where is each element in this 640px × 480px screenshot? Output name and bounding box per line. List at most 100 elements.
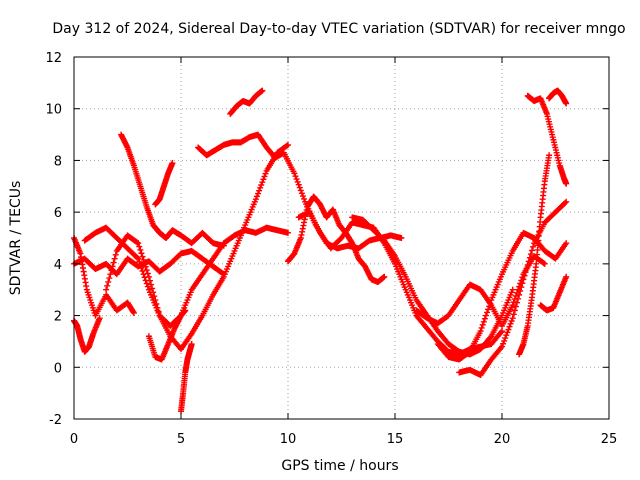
data-point [298,190,305,197]
data-point [137,246,144,253]
data-point [508,318,515,325]
data-point [137,261,144,268]
data-point [253,193,260,200]
data-point [258,181,265,188]
data-point [563,180,570,187]
data-point [104,282,111,289]
data-point [507,320,514,327]
data-point [482,312,489,319]
data-point [295,181,302,188]
data-point [150,289,157,296]
data-point [520,276,527,283]
x-tick-label: 20 [494,432,511,447]
data-point [528,247,535,254]
data-point [512,303,519,310]
data-point [139,253,146,260]
data-point [260,176,267,183]
data-point [485,306,492,313]
data-point [136,243,143,250]
data-point [501,337,508,344]
data-point [146,277,153,284]
data-point [523,265,530,272]
data-point [297,187,304,194]
series-markers [103,141,291,353]
x-axis-label: GPS time / hours [281,458,398,474]
data-point [106,275,113,282]
data-point [296,184,303,191]
data-point [503,332,510,339]
data-point [292,173,299,180]
data-point [257,184,264,191]
series-markers [516,152,553,358]
data-point [525,258,532,265]
x-tick-label: 25 [601,432,618,447]
data-point [138,250,145,257]
series-markers [227,87,266,117]
series-markers [145,307,189,363]
data-point [515,295,522,302]
data-point [510,311,517,318]
data-point [509,315,516,322]
data-point [107,271,114,278]
data-markers [71,87,570,415]
data-point [138,264,145,271]
plot-frame [73,56,610,420]
data-point [108,267,115,274]
data-point [140,256,147,263]
data-point [136,258,143,265]
data-point [130,309,137,316]
data-point [135,240,142,247]
data-point [484,309,491,316]
x-tick-labels: 0 5 10 15 20 25 [70,432,617,447]
data-point [546,152,553,159]
data-point [143,267,150,274]
data-point [500,340,507,347]
data-point [96,315,103,322]
data-point [487,300,494,307]
data-point [504,329,511,336]
data-point [480,318,487,325]
data-point [511,307,518,314]
y-tick-label: 8 [54,154,62,169]
y-axis-label: SDTVAR / TECUs [8,181,24,296]
data-point [139,268,146,275]
data-point [109,263,116,270]
data-point [140,271,147,278]
series-markers [178,341,195,415]
data-point [563,240,570,247]
data-point [259,87,266,94]
data-point [142,263,149,270]
data-point [509,302,516,309]
data-point [497,344,504,351]
series-markers [524,92,570,187]
data-point [141,260,148,267]
data-point [563,100,570,107]
data-point [516,291,523,298]
y-tick-label: 10 [45,103,62,118]
series-markers [71,235,137,319]
data-point [261,173,268,180]
data-point [291,170,298,177]
data-point [153,300,160,307]
y-tick-label: 0 [54,361,62,376]
data-point [519,280,526,287]
x-tick-label: 15 [387,432,404,447]
data-point [103,286,110,293]
data-point [259,179,266,186]
data-point [285,141,291,148]
data-point [256,187,263,194]
data-point [143,280,150,287]
series-markers [285,193,388,285]
series-markers [537,273,570,314]
data-point [112,251,119,258]
series-markers [152,160,176,208]
series-markers [71,315,103,355]
data-point [530,243,537,250]
data-point [134,239,141,246]
data-point [497,329,504,336]
data-point [487,334,494,341]
data-point [182,307,189,314]
data-point [149,285,156,292]
data-point [513,299,520,306]
